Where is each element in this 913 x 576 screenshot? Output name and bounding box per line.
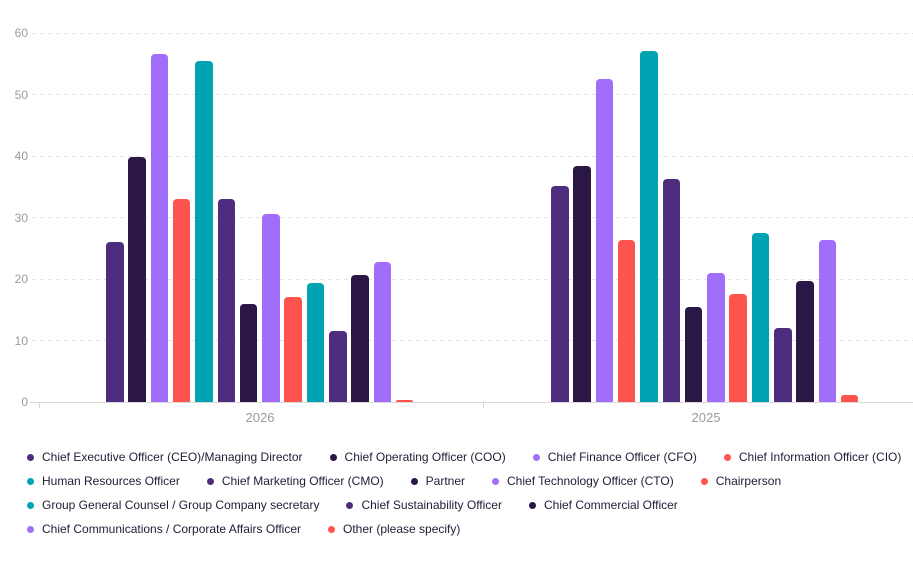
- legend-dot-icon: [27, 502, 34, 509]
- chart-bar[interactable]: [573, 165, 591, 402]
- gridline: [32, 32, 913, 34]
- chart-bar[interactable]: [195, 60, 213, 402]
- chart-bar[interactable]: [351, 275, 369, 402]
- chart-bar[interactable]: [551, 186, 569, 402]
- chart-bar[interactable]: [818, 239, 837, 402]
- gridline: [32, 155, 913, 157]
- chart-bar[interactable]: [373, 262, 392, 402]
- legend-row: Chief Executive Officer (CEO)/Managing D…: [27, 451, 913, 464]
- axis-tick: [483, 402, 484, 408]
- gridline: [32, 340, 913, 341]
- y-axis-tick-label: 10: [14, 333, 28, 348]
- legend-item-label: Group General Counsel / Group Company se…: [42, 498, 320, 512]
- legend-dot-icon: [532, 454, 540, 461]
- chart-bar[interactable]: [262, 213, 280, 402]
- x-axis-label: 2026: [245, 410, 275, 425]
- chart-bar[interactable]: [172, 199, 191, 402]
- legend-row: Human Resources Officer Chief Marketing O…: [27, 475, 913, 488]
- chart-bar[interactable]: [662, 179, 680, 402]
- axis-tick: [39, 402, 40, 408]
- gridline: [32, 217, 913, 218]
- gridline: [32, 278, 913, 280]
- chart-bar[interactable]: [684, 307, 703, 402]
- legend-item[interactable]: Chief Executive Officer (CEO)/Managing D…: [27, 451, 303, 464]
- legend-item[interactable]: Human Resources Officer: [27, 475, 180, 488]
- legend-item-label: Chief Marketing Officer (CMO): [221, 474, 384, 488]
- gridline: [32, 94, 913, 95]
- legend-item[interactable]: Group General Counsel / Group Company se…: [27, 499, 319, 512]
- legend-item[interactable]: Chief Marketing Officer (CMO): [206, 474, 384, 488]
- legend-item-label: Chief Information Officer (CIO): [738, 450, 902, 464]
- legend-row: Chief Communications / Corporate Affairs…: [27, 523, 913, 536]
- chart-bar[interactable]: [640, 51, 658, 402]
- legend-item[interactable]: Other (please specify): [328, 523, 460, 536]
- y-axis-tick-label: 20: [14, 272, 28, 286]
- legend-item[interactable]: Partner: [410, 474, 466, 488]
- legend-item[interactable]: Chief Technology Officer (CTO): [492, 475, 674, 488]
- chart-bar[interactable]: [150, 53, 169, 402]
- chart-legend: Chief Executive Officer (CEO)/Managing D…: [27, 451, 913, 547]
- chart-bar[interactable]: [796, 280, 814, 402]
- legend-item[interactable]: Chief Sustainability Officer: [346, 499, 502, 512]
- legend-dot-icon: [700, 478, 708, 485]
- legend-item-label: Chief Communications / Corporate Affairs…: [42, 522, 301, 536]
- chart-bar[interactable]: [329, 330, 347, 402]
- legend-item-label: Partner: [425, 474, 466, 488]
- legend-item[interactable]: Chief Information Officer (CIO): [723, 450, 902, 464]
- legend-dot-icon: [410, 478, 418, 485]
- legend-item-label: Other (please specify): [343, 522, 461, 536]
- y-axis-tick-label: 40: [14, 149, 28, 163]
- chart-bar[interactable]: [395, 400, 414, 402]
- y-axis-tick-label: 60: [14, 26, 28, 40]
- chart-bar[interactable]: [729, 293, 747, 402]
- x-axis-line: [30, 402, 913, 403]
- chart-bar[interactable]: [239, 303, 258, 402]
- legend-item[interactable]: Chief Commercial Officer: [528, 498, 678, 512]
- chart-bar[interactable]: [306, 283, 325, 402]
- legend-dot-icon: [346, 502, 354, 509]
- legend-item[interactable]: Chief Operating Officer (COO): [329, 450, 506, 464]
- x-axis-label: 2025: [691, 410, 721, 425]
- legend-dot-icon: [27, 478, 34, 485]
- legend-item-label: Chief Operating Officer (COO): [344, 450, 506, 464]
- chart-bar[interactable]: [217, 199, 235, 402]
- legend-item-label: Chief Technology Officer (CTO): [507, 474, 674, 488]
- chart-bar[interactable]: [595, 79, 614, 402]
- chart-bar[interactable]: [774, 328, 792, 402]
- legend-item-label: Chief Executive Officer (CEO)/Managing D…: [42, 450, 303, 464]
- legend-item-label: Human Resources Officer: [42, 474, 180, 488]
- legend-row: Group General Counsel / Group Company se…: [27, 499, 913, 512]
- chart-bar[interactable]: [751, 233, 770, 402]
- legend-dot-icon: [27, 454, 34, 461]
- legend-dot-icon: [528, 502, 536, 509]
- legend-dot-icon: [328, 526, 335, 533]
- legend-item-label: Chairperson: [715, 474, 782, 488]
- y-axis-tick-label: 0: [21, 395, 28, 409]
- legend-dot-icon: [27, 526, 34, 533]
- y-axis-tick-label: 50: [14, 87, 28, 102]
- legend-dot-icon: [329, 454, 337, 461]
- y-axis-tick-label: 30: [14, 210, 28, 225]
- chart-bar[interactable]: [707, 273, 725, 402]
- chart-bar[interactable]: [106, 242, 124, 402]
- legend-item[interactable]: Chairperson: [700, 474, 782, 488]
- legend-item-label: Chief Sustainability Officer: [361, 498, 502, 512]
- legend-item-label: Chief Finance Officer (CFO): [547, 450, 697, 464]
- chart-bar[interactable]: [617, 239, 636, 402]
- legend-item[interactable]: Chief Finance Officer (CFO): [532, 450, 697, 464]
- chart-bar[interactable]: [128, 157, 146, 402]
- legend-dot-icon: [723, 454, 731, 461]
- chart-bar[interactable]: [284, 297, 302, 402]
- legend-dot-icon: [206, 478, 214, 485]
- legend-item-label: Chief Commercial Officer: [543, 498, 678, 512]
- legend-item[interactable]: Chief Communications / Corporate Affairs…: [27, 523, 301, 536]
- legend-dot-icon: [492, 478, 500, 485]
- chart-bar[interactable]: [840, 394, 859, 402]
